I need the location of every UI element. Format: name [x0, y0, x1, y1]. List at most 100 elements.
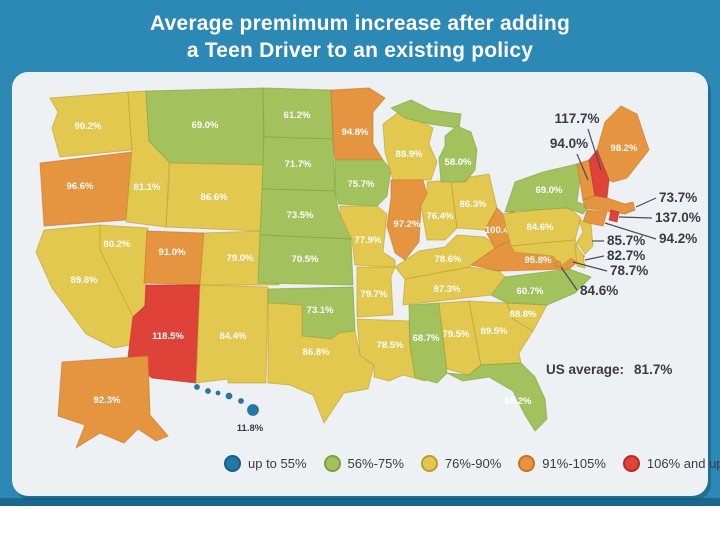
callout-line-MA — [635, 197, 657, 208]
state-label-IA: 75.7% — [348, 179, 375, 190]
state-label-LA: 78.5% — [377, 340, 404, 351]
state-NM[interactable] — [195, 284, 269, 384]
state-label-ME: 98.2% — [611, 143, 638, 154]
state-RI[interactable] — [608, 209, 620, 223]
state-label-MS: 68.7% — [413, 333, 440, 344]
callout-line-NH — [587, 128, 602, 171]
state-AR[interactable] — [356, 266, 396, 318]
state-HI[interactable] — [225, 392, 233, 400]
state-label-HI: 11.8% — [237, 423, 264, 434]
state-MI[interactable] — [438, 125, 478, 183]
state-label-AR: 79.7% — [361, 289, 388, 300]
state-MO[interactable] — [339, 205, 396, 268]
legend-label: 76%-90% — [444, 456, 502, 471]
us-average: US average: 81.7% — [546, 362, 672, 377]
legend-label: 56%-75% — [347, 456, 404, 471]
callout-value-NH: 117.7% — [554, 111, 599, 126]
state-NY[interactable] — [504, 163, 590, 215]
state-NJ[interactable] — [576, 219, 594, 255]
state-KY[interactable] — [394, 234, 498, 280]
state-HI[interactable] — [205, 388, 211, 394]
state-label-ND: 61.2% — [284, 110, 311, 121]
callout-line-DC — [560, 266, 578, 291]
state-label-OR: 96.6% — [67, 181, 94, 192]
callout-value-DC: 84.6% — [580, 283, 618, 298]
callout-value-RI: 137.0% — [655, 210, 701, 225]
state-label-NC: 60.7% — [517, 286, 544, 297]
state-label-KY: 78.6% — [435, 254, 462, 265]
state-label-NE: 73.5% — [287, 210, 314, 221]
state-DE[interactable] — [574, 243, 586, 269]
state-label-KS: 70.5% — [292, 254, 319, 265]
state-label-MI: 58.0% — [445, 157, 472, 168]
state-MD[interactable] — [510, 239, 582, 267]
state-ME[interactable] — [596, 105, 650, 183]
legend-item-blue: up to 55% — [224, 455, 307, 472]
title-line-1: Average premimum increase after adding — [150, 12, 570, 35]
callout-line-VT — [576, 153, 589, 181]
state-UT[interactable] — [143, 230, 205, 286]
callout-line-DE — [584, 255, 605, 261]
state-label-AL: 79.5% — [443, 329, 470, 340]
state-HI[interactable] — [194, 384, 200, 390]
state-KS[interactable] — [257, 234, 354, 286]
state-label-MT: 69.0% — [192, 120, 219, 131]
state-label-CA: 89.8% — [71, 275, 98, 286]
state-MA[interactable] — [582, 195, 636, 215]
state-IL[interactable] — [386, 179, 428, 261]
state-label-OK: 73.1% — [307, 305, 334, 316]
callout-line-RI — [618, 216, 653, 219]
state-label-OH: 86.3% — [460, 199, 487, 210]
callout-value-CT: 94.2% — [659, 231, 697, 246]
state-MI[interactable] — [390, 99, 462, 129]
state-label-WY: 86.6% — [201, 192, 228, 203]
state-label-VA: 95.8% — [525, 255, 552, 266]
state-IA[interactable] — [334, 159, 392, 207]
state-HI[interactable] — [247, 404, 259, 416]
callout-value-VT: 94.0% — [550, 136, 588, 151]
state-label-AK: 92.3% — [94, 395, 121, 406]
state-label-TN: 87.3% — [434, 284, 461, 295]
state-label-AZ: 118.5% — [152, 331, 184, 342]
state-IN[interactable] — [420, 179, 458, 241]
state-label-IN: 76.4% — [427, 211, 454, 222]
state-label-CO: 79.0% — [227, 253, 254, 264]
legend-item-orange: 91%-105% — [518, 455, 606, 472]
state-FL[interactable] — [446, 362, 548, 432]
state-HI[interactable] — [238, 398, 244, 404]
state-MN[interactable] — [330, 87, 386, 161]
callout-value-MA: 73.7% — [659, 190, 697, 205]
state-label-UT: 91.0% — [159, 247, 186, 258]
state-label-WI: 88.9% — [396, 149, 423, 160]
callout-value-NJ: 85.7% — [607, 233, 645, 248]
state-CT[interactable] — [582, 209, 608, 227]
state-label-PA: 84.6% — [527, 222, 554, 233]
callout-value-DE: 82.7% — [607, 248, 645, 263]
orange-dot-icon — [518, 455, 536, 472]
state-HI[interactable] — [215, 390, 221, 396]
callout-line-MD — [572, 261, 608, 272]
blue-dot-icon — [224, 455, 241, 472]
legend-label: 91%-105% — [542, 456, 606, 471]
state-label-TX: 86.8% — [303, 347, 330, 358]
title-line-2: a Teen Driver to an existing policy — [186, 39, 534, 62]
state-label-GA: 89.5% — [481, 326, 508, 337]
state-NC[interactable] — [490, 268, 592, 306]
state-label-WA: 90.2% — [75, 121, 102, 132]
state-AK[interactable] — [57, 355, 169, 449]
red-dot-icon — [622, 455, 640, 472]
legend: up to 55% 56%-75% 76%-90% 91%-105% 106% … — [224, 455, 720, 472]
us-average-label: US average: — [546, 362, 625, 377]
state-label-FL: 65.2% — [505, 396, 532, 407]
bottom-accent-strip — [0, 498, 720, 506]
state-label-NV: 80.2% — [104, 239, 131, 250]
legend-item-yellow: 76%-90% — [420, 455, 502, 472]
state-DC[interactable] — [554, 260, 562, 268]
legend-label: 106% and up — [646, 456, 720, 471]
legend-label: up to 55% — [248, 456, 307, 471]
state-label-NY: 69.0% — [536, 185, 563, 196]
legend-item-green: 56%-75% — [323, 455, 404, 472]
us-average-value: 81.7% — [634, 362, 673, 377]
